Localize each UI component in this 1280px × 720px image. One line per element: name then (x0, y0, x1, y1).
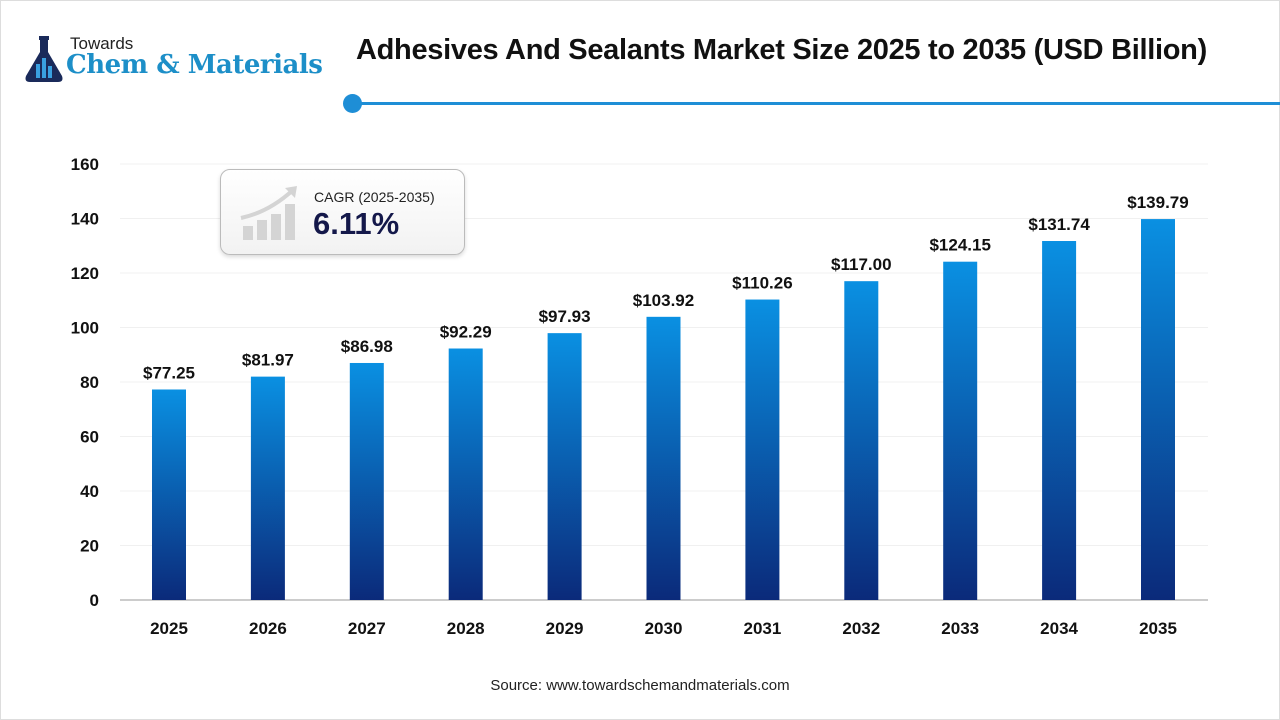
bar (646, 316, 681, 600)
data-label: $124.15 (929, 236, 990, 255)
x-tick-label: 2032 (842, 619, 880, 638)
y-tick-label: 100 (71, 319, 99, 338)
data-label: $110.26 (732, 274, 793, 293)
source-note: Source: www.towardschemandmaterials.com (490, 677, 790, 694)
data-label: $131.74 (1028, 215, 1090, 234)
y-tick-label: 80 (80, 373, 99, 392)
data-label: $86.98 (341, 337, 393, 356)
data-label: $97.93 (539, 307, 591, 326)
bar (152, 389, 186, 600)
x-tick-label: 2026 (249, 619, 287, 638)
bar (547, 333, 582, 600)
x-tick-label: 2035 (1139, 619, 1177, 638)
data-label: $117.00 (831, 255, 892, 274)
x-tick-label: 2034 (1040, 619, 1078, 638)
bar (448, 348, 483, 600)
logo: Towards Chem & Materials (22, 34, 332, 84)
title-rule (352, 102, 1280, 105)
data-label: $139.79 (1127, 193, 1188, 212)
x-tick-label: 2027 (348, 619, 386, 638)
data-label: $77.25 (143, 363, 195, 382)
chart-title: Adhesives And Sealants Market Size 2025 … (356, 34, 1207, 66)
y-tick-label: 120 (71, 264, 99, 283)
data-label: $81.97 (242, 351, 294, 370)
y-tick-label: 160 (71, 155, 99, 174)
bar (349, 362, 384, 600)
bar (250, 376, 285, 600)
cagr-box: CAGR (2025-2035) 6.11% (220, 169, 465, 255)
bar (943, 261, 978, 600)
y-tick-label: 60 (80, 428, 99, 447)
title-rule-dot (343, 94, 362, 113)
x-tick-label: 2030 (645, 619, 683, 638)
y-tick-label: 20 (80, 537, 99, 556)
x-tick-label: 2029 (546, 619, 584, 638)
logo-towards: Towards (70, 34, 134, 53)
cagr-value: 6.11% (313, 206, 400, 241)
bar (1141, 219, 1175, 600)
data-label: $92.29 (440, 323, 492, 342)
x-tick-label: 2031 (743, 619, 781, 638)
y-tick-label: 0 (90, 591, 99, 610)
cagr-label: CAGR (2025-2035) (314, 189, 435, 205)
x-tick-label: 2025 (150, 619, 188, 638)
x-tick-label: 2033 (941, 619, 979, 638)
flask-icon (25, 36, 63, 82)
growth-chart-icon (240, 186, 297, 240)
logo-brand: Chem & Materials (66, 50, 323, 80)
data-label: $103.92 (633, 291, 694, 310)
x-tick-label: 2028 (447, 619, 485, 638)
bar (1042, 241, 1077, 601)
y-tick-label: 40 (80, 482, 99, 501)
bar (745, 299, 780, 600)
bar (844, 281, 879, 600)
y-tick-label: 140 (71, 210, 99, 229)
